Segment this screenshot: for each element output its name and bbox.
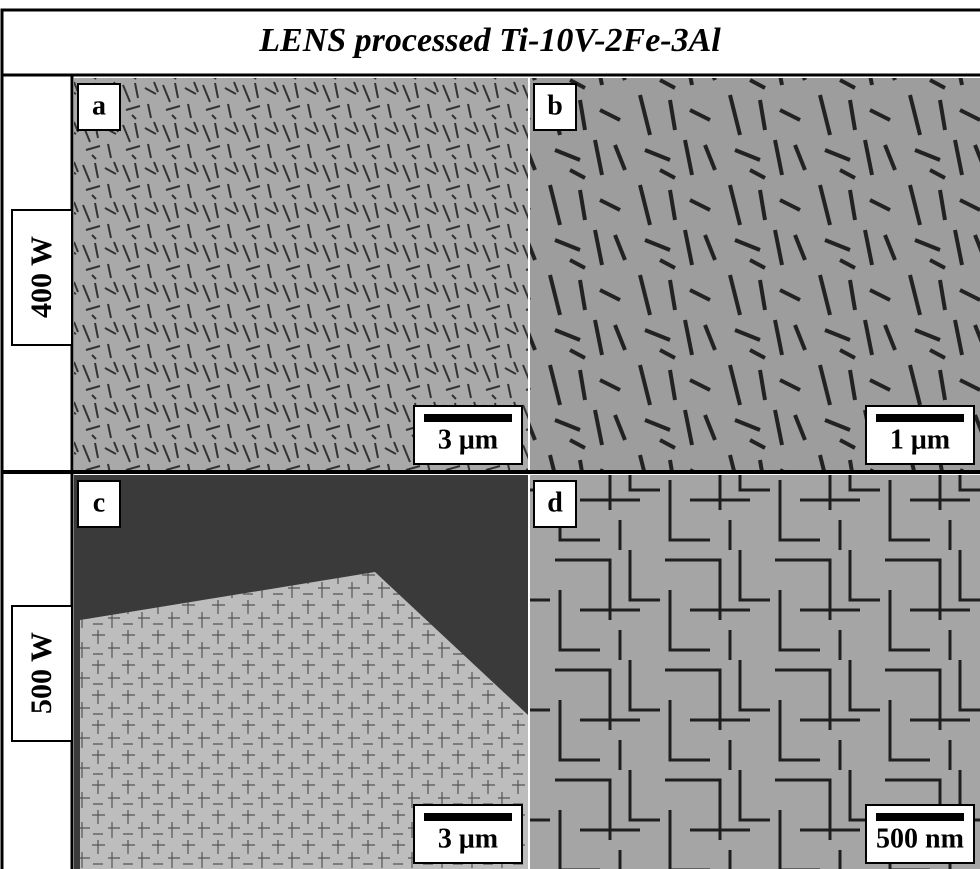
panel-letter: b	[547, 90, 563, 121]
row-label: 400 W	[25, 236, 58, 318]
panel-letter: d	[547, 487, 563, 518]
figure-title: LENS processed Ti-10V-2Fe-3Al	[258, 22, 721, 59]
panel-letter: c	[93, 487, 105, 518]
scale-bar-label: 1 μm	[890, 424, 950, 455]
panel-letter: a	[92, 90, 106, 121]
scale-bar	[424, 414, 512, 422]
scale-bar	[876, 414, 964, 422]
scale-bar	[424, 813, 512, 821]
scale-bar-label: 3 μm	[438, 823, 498, 854]
scale-bar	[876, 813, 964, 821]
scale-bar-label: 3 μm	[438, 424, 498, 455]
scale-bar-label: 500 nm	[876, 823, 964, 854]
figure: LENS processed Ti-10V-2Fe-3Al 400 W 500 …	[0, 0, 980, 869]
row-label: 500 W	[25, 632, 58, 714]
